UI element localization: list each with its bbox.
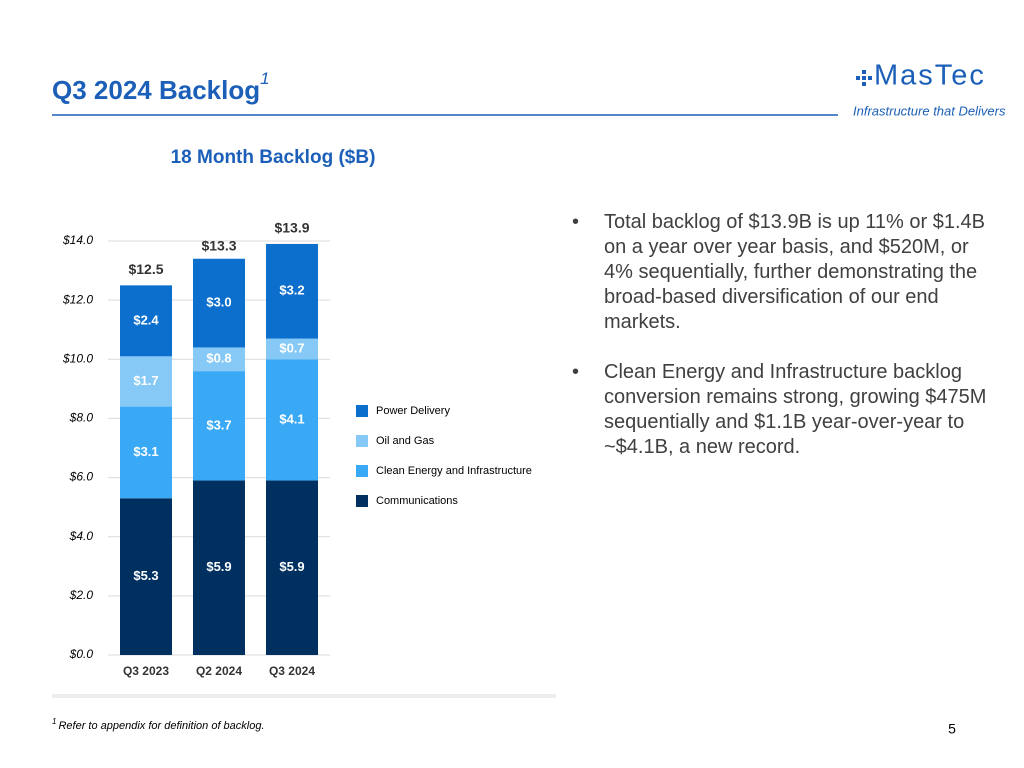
title-note: 1 [260,69,269,88]
x-tick-label: Q3 2023 [123,664,169,678]
total-label: $12.5 [128,261,163,277]
data-label: $5.9 [279,559,304,574]
legend-label: Communications [376,495,458,507]
footnote-text: Refer to appendix for definition of back… [58,720,264,732]
logo: MasTec [874,60,986,92]
footnote-note: 1 [52,717,56,726]
data-label: $4.1 [279,411,304,426]
total-label: $13.3 [201,237,236,253]
data-label: $3.2 [279,283,304,298]
title-text: Q3 2024 Backlog [52,75,260,105]
y-tick-label: $4.0 [69,529,94,543]
bar-segment [193,480,245,655]
bar-segment [120,406,172,499]
bar-segment [193,347,245,372]
bullet: Total backlog of $13.9B is up 11% or $1.… [572,210,1002,335]
legend-swatch [356,465,368,477]
legend-label: Clean Energy and Infrastructure [376,465,532,477]
data-label: $3.7 [206,417,231,432]
bar-segment [193,258,245,348]
bullet-list: Total backlog of $13.9B is up 11% or $1.… [572,210,1002,485]
bar-segment [120,356,172,407]
legend-swatch [356,435,368,447]
y-tick-label: $0.0 [69,647,94,661]
data-label: $3.1 [133,444,158,459]
data-label: $5.3 [133,568,158,583]
chart-base-bar [52,694,556,698]
data-label: $2.4 [133,312,159,327]
y-tick-label: $6.0 [69,470,94,484]
y-tick-label: $2.0 [69,588,94,602]
y-tick-label: $8.0 [69,411,94,425]
bullet: Clean Energy and Infrastructure backlog … [572,360,1002,460]
data-label: $0.8 [206,351,231,366]
bar-segment [120,498,172,655]
slide-title: Q3 2024 Backlog1 [52,69,270,104]
bar-segment [266,359,318,481]
logo-icon [856,70,872,86]
legend-label: Power Delivery [376,405,450,417]
footnote: 1 Refer to appendix for definition of bac… [52,717,265,732]
data-label: $0.7 [279,340,304,355]
data-label: $3.0 [206,295,231,310]
bar-segment [193,371,245,481]
tagline: Infrastructure that Delivers [853,103,1006,118]
y-tick-label: $14.0 [62,233,93,247]
data-label: $5.9 [206,559,231,574]
page-number: 5 [948,721,956,737]
legend-swatch [356,405,368,417]
chart-title: 18 Month Backlog ($B) [171,147,376,168]
data-label: $1.7 [133,373,158,388]
bar-segment [120,285,172,357]
y-tick-label: $12.0 [62,292,93,306]
legend-label: Oil and Gas [376,435,435,447]
legend-swatch [356,495,368,507]
x-tick-label: Q2 2024 [196,664,242,678]
bar-segment [266,338,318,360]
bar-segment [266,243,318,339]
total-label: $13.9 [274,220,309,236]
y-tick-label: $10.0 [62,351,93,365]
x-tick-label: Q3 2024 [269,664,315,678]
bar-segment [266,480,318,655]
